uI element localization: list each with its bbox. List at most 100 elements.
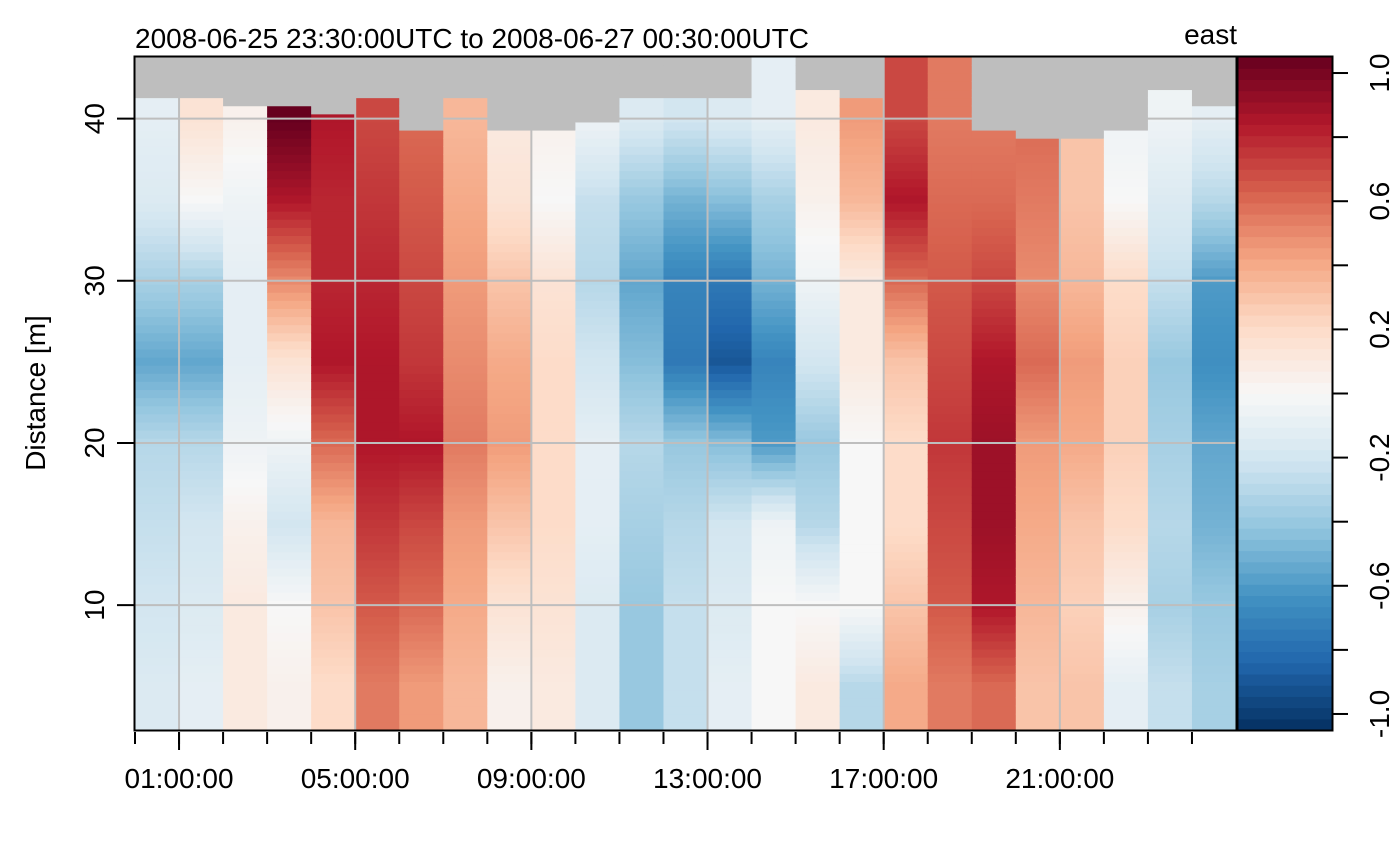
heatmap-cell <box>311 267 356 277</box>
heatmap-cell <box>399 608 444 618</box>
heatmap-cell <box>1015 689 1061 699</box>
heatmap-cell <box>883 357 929 366</box>
heatmap-cell <box>575 178 621 188</box>
heatmap-cell <box>1147 89 1193 99</box>
heatmap-cell <box>311 502 356 512</box>
heatmap-cell <box>179 446 224 455</box>
heatmap-cell <box>487 162 532 172</box>
heatmap-cell <box>311 665 356 674</box>
heatmap-cell <box>179 689 224 699</box>
heatmap-cell <box>443 81 488 91</box>
heatmap-cell <box>839 632 885 642</box>
heatmap-cell <box>1059 608 1105 618</box>
colorbar-frame <box>1236 55 1334 732</box>
heatmap-cell <box>663 348 709 358</box>
heatmap-cell <box>575 648 621 658</box>
heatmap-cell <box>795 592 841 601</box>
heatmap-cell <box>1191 592 1237 601</box>
heatmap-cell <box>971 559 1017 569</box>
heatmap-cell <box>839 405 885 415</box>
heatmap-cell <box>355 462 400 472</box>
heatmap-cell <box>1059 486 1105 496</box>
heatmap-cell <box>267 657 312 666</box>
heatmap-cell <box>619 186 665 196</box>
heatmap-cell <box>751 138 797 147</box>
heatmap-cell <box>1059 348 1105 358</box>
heatmap-cell <box>971 97 1017 107</box>
heatmap-cell <box>311 211 356 220</box>
heatmap-cell <box>399 657 444 666</box>
heatmap-cell <box>531 235 576 245</box>
heatmap-cell <box>707 162 753 172</box>
heatmap-cell <box>355 202 400 212</box>
heatmap-cell <box>443 478 488 488</box>
heatmap-cell <box>751 486 797 496</box>
heatmap-cell <box>1015 721 1061 731</box>
heatmap-cell <box>267 146 312 155</box>
heatmap-cell <box>1147 316 1193 326</box>
heatmap-cell <box>1015 681 1061 691</box>
heatmap-cell <box>1147 575 1193 585</box>
heatmap-cell <box>135 405 180 415</box>
heatmap-cell <box>1059 138 1105 147</box>
heatmap-cell <box>883 316 929 326</box>
heatmap-cell <box>1015 97 1061 107</box>
heatmap-cell <box>795 494 841 504</box>
heatmap-cell <box>135 162 180 172</box>
heatmap-cell <box>707 527 753 536</box>
heatmap-cell <box>223 470 268 480</box>
heatmap-cell <box>883 470 929 480</box>
heatmap-cell <box>487 413 532 423</box>
heatmap-cell <box>575 324 621 334</box>
heatmap-cell <box>179 202 224 212</box>
heatmap-cell <box>1191 389 1237 399</box>
colorbar-swatch <box>1238 393 1332 406</box>
heatmap-cell <box>179 81 224 91</box>
colorbar-swatch <box>1238 348 1332 361</box>
heatmap-cell <box>443 308 488 318</box>
heatmap-cell <box>839 219 885 228</box>
heatmap-cell <box>1015 365 1061 374</box>
heatmap-cell <box>443 421 488 431</box>
heatmap-cell <box>839 259 885 269</box>
heatmap-cell <box>311 243 356 253</box>
heatmap-cell <box>663 689 709 699</box>
colorbar-swatch <box>1238 371 1332 383</box>
heatmap-cell <box>663 211 709 220</box>
heatmap-cell <box>883 413 929 423</box>
heatmap-cell <box>883 292 929 301</box>
heatmap-cell <box>1015 81 1061 91</box>
heatmap-cell <box>1191 535 1237 545</box>
heatmap-cell <box>399 292 444 301</box>
heatmap-cell <box>1147 673 1193 682</box>
heatmap-cell <box>355 186 400 196</box>
heatmap-cell <box>1059 154 1105 164</box>
colorbar-swatch <box>1238 494 1332 507</box>
colorbar-swatch <box>1238 516 1332 529</box>
heatmap-cell <box>839 446 885 455</box>
heatmap-cell <box>399 219 444 228</box>
heatmap-cell <box>575 227 621 236</box>
heatmap-cell <box>531 584 576 593</box>
heatmap-cell <box>311 227 356 236</box>
heatmap-cell <box>1015 162 1061 172</box>
heatmap-cell <box>575 146 621 155</box>
heatmap-cell <box>971 129 1017 139</box>
heatmap-cell <box>1103 511 1149 520</box>
heatmap-cell <box>267 551 312 561</box>
heatmap-cell <box>223 389 268 399</box>
heatmap-cell <box>1147 57 1193 66</box>
heatmap-cell <box>751 267 797 277</box>
heatmap-cell <box>355 146 400 155</box>
heatmap-cell <box>839 535 885 545</box>
heatmap-cell <box>663 81 709 91</box>
heatmap-cell <box>399 648 444 658</box>
heatmap-cell <box>267 308 312 318</box>
heatmap-cell <box>1191 397 1237 407</box>
heatmap-cell <box>443 65 488 74</box>
heatmap-cell <box>707 705 753 715</box>
colorbar-swatch <box>1238 270 1332 282</box>
heatmap-cell <box>267 357 312 366</box>
heatmap-cell <box>311 332 356 342</box>
heatmap-cell <box>311 381 356 391</box>
